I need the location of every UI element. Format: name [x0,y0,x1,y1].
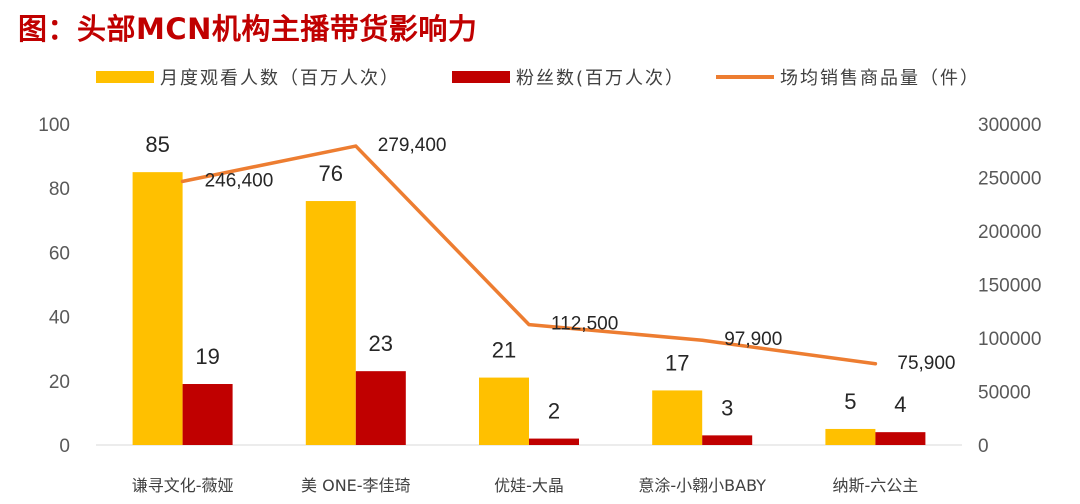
x-axis-category-label: 纳斯-六公主 [833,476,919,495]
bar-views-value-label: 85 [145,132,169,157]
sales-value-label: 246,400 [205,170,274,191]
bar-fans [182,384,233,445]
legend: 月度观看人数（百万人次） 粉丝数(百万人次） 场均销售商品量（件） [0,62,1080,92]
bar-views [825,428,876,445]
sales-value-label: 112,500 [551,314,618,335]
sales-value-label: 75,900 [897,353,955,374]
legend-item-fans: 粉丝数(百万人次） [452,62,685,92]
x-axis-category-label: 优娃-大晶 [494,476,564,495]
bar-views [652,390,703,445]
x-axis-category-label: 谦寻文化-薇娅 [132,476,234,495]
sales-value-label: 97,900 [724,329,782,350]
bar-views-value-label: 21 [492,338,516,363]
right-axis-tick-label: 300000 [978,115,1041,136]
legend-swatch-views [96,71,154,83]
chart-title: 图：头部MCN机构主播带货影响力 [18,12,478,46]
bar-views-value-label: 17 [665,350,689,375]
sales-point [354,144,358,148]
bar-fans-value-label: 4 [894,392,906,417]
left-axis-tick-label: 0 [59,436,70,457]
right-axis-tick-label: 150000 [978,276,1041,297]
bar-views-value-label: 76 [319,161,343,186]
sales-point [873,362,877,366]
bar-fans-value-label: 3 [721,395,733,420]
bar-views [479,377,529,445]
legend-swatch-fans [452,71,510,83]
left-axis-tick-label: 40 [49,308,70,329]
left-axis-tick-label: 20 [49,372,70,393]
bar-fans [875,432,926,445]
bar-fans [355,371,406,445]
sales-point [527,323,531,327]
legend-item-views: 月度观看人数（百万人次） [96,62,400,92]
sales-point [181,179,185,183]
right-axis-tick-label: 100000 [978,329,1041,350]
bar-views [305,201,356,445]
bar-fans [529,438,579,445]
legend-line-sales [716,75,774,79]
left-axis-tick-label: 80 [49,179,70,200]
bar-fans [702,435,753,445]
legend-label-fans: 粉丝数(百万人次） [516,68,686,89]
x-axis-category-label: 美 ONE-李佳琦 [301,476,411,495]
bar-fans-value-label: 23 [369,331,393,356]
right-axis-tick-label: 250000 [978,169,1041,190]
bar-fans-value-label: 2 [548,399,560,424]
right-axis-tick-label: 0 [978,436,989,457]
sales-point [700,338,704,342]
x-axis-category-label: 意涂-小翱小BABY [638,476,766,495]
sales-value-label: 279,400 [378,135,447,156]
bar-fans-value-label: 19 [195,344,219,369]
right-axis-tick-label: 50000 [978,383,1031,404]
right-axis-tick-label: 200000 [978,222,1041,243]
left-axis-tick-label: 100 [38,115,70,136]
legend-item-sales: 场均销售商品量（件） [716,62,980,92]
legend-label-sales: 场均销售商品量（件） [780,68,980,89]
legend-label-views: 月度观看人数（百万人次） [160,68,400,89]
bar-views-value-label: 5 [844,389,856,414]
bar-views [132,172,183,445]
left-axis-tick-label: 60 [49,243,70,264]
